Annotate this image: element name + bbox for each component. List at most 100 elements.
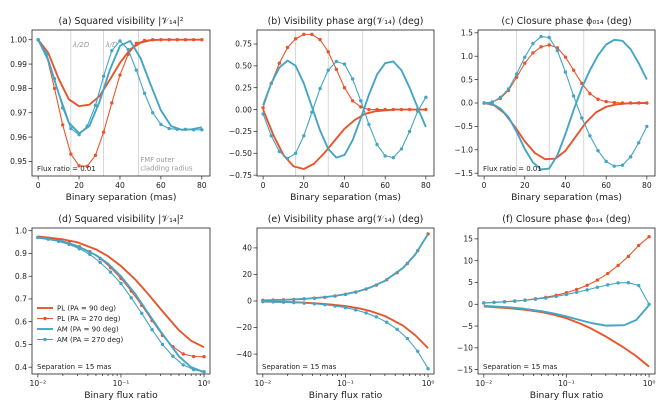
data-point xyxy=(160,342,165,347)
y-tick-label: 0 xyxy=(468,300,473,309)
data-point xyxy=(126,52,130,57)
y-tick-label: 0.98 xyxy=(10,84,27,93)
y-tick-label: 1.0 xyxy=(15,226,27,235)
data-point xyxy=(596,149,600,153)
panel-e: 10⁻² 10⁻¹ 10⁰ −40 −20 0 20 40 (e) Visibility pha… xyxy=(236,214,434,401)
x-tick-label: 10⁰ xyxy=(643,379,656,388)
series-line-am-pa-90-deg- xyxy=(37,236,205,374)
data-point xyxy=(350,77,355,81)
data-point xyxy=(200,128,204,132)
data-point xyxy=(200,38,204,42)
series-group xyxy=(482,34,649,171)
y-tick-label: 1.0 xyxy=(461,52,473,61)
y-tick-label: 5 xyxy=(468,278,473,287)
data-point xyxy=(585,283,589,288)
data-point xyxy=(191,367,196,372)
y-tick-label: 0 xyxy=(247,297,252,306)
data-point xyxy=(159,38,163,42)
data-point xyxy=(645,101,649,105)
data-point xyxy=(563,70,568,74)
data-point xyxy=(175,38,179,42)
y-tick-label: −0.50 xyxy=(229,149,252,158)
data-point xyxy=(88,252,92,257)
data-point xyxy=(374,315,379,319)
y-tick-label: 0.95 xyxy=(10,157,27,166)
data-point xyxy=(539,34,543,39)
series-line-pl-pa-270-deg- xyxy=(484,44,647,104)
data-point xyxy=(134,41,139,46)
x-tick-label: 60 xyxy=(156,181,166,190)
x-tick-label: 40 xyxy=(340,181,350,190)
data-point xyxy=(333,304,337,308)
data-point xyxy=(367,107,371,112)
series-line-am-pa-90-deg- xyxy=(262,233,429,302)
x-tick-label: 80 xyxy=(642,181,652,190)
panel-title: (b) Visibility phase arg(𝒱₁₄) (deg) xyxy=(268,16,424,27)
y-tick-label: 0.0 xyxy=(461,99,473,108)
data-point xyxy=(424,95,428,100)
data-point xyxy=(531,51,535,55)
y-tick-label: 0.5 xyxy=(15,340,27,349)
y-tick-label: −1.0 xyxy=(455,145,474,154)
data-point xyxy=(523,298,527,303)
data-point xyxy=(129,296,133,300)
data-point xyxy=(571,94,576,98)
data-point xyxy=(426,366,430,371)
data-point xyxy=(167,38,171,42)
series-group xyxy=(36,38,204,168)
y-tick-label: 1.5 xyxy=(461,29,473,38)
data-point xyxy=(482,101,486,105)
x-tick-label: 10⁻¹ xyxy=(558,379,575,388)
data-point xyxy=(383,107,387,112)
data-point xyxy=(416,349,420,354)
x-tick-label: 0 xyxy=(482,181,487,190)
data-point xyxy=(383,154,387,158)
data-point xyxy=(350,99,355,103)
data-point xyxy=(405,336,410,341)
data-point xyxy=(407,107,412,112)
y-tick-label: 0.96 xyxy=(10,133,27,142)
data-point xyxy=(498,95,503,100)
guide-label: λ/2D xyxy=(72,41,90,49)
data-point xyxy=(616,281,620,285)
data-point xyxy=(60,106,65,110)
data-point xyxy=(318,86,322,91)
data-point xyxy=(637,243,641,248)
data-point xyxy=(606,271,610,276)
y-tick-label: 0.97 xyxy=(10,108,27,117)
y-tick-label: 40 xyxy=(242,244,252,253)
data-point xyxy=(626,254,631,259)
data-point xyxy=(281,300,286,304)
data-point xyxy=(490,100,494,104)
data-point xyxy=(606,283,610,287)
data-point xyxy=(140,311,144,315)
data-point xyxy=(531,41,535,46)
x-tick-label: 10⁻¹ xyxy=(337,379,354,388)
data-point xyxy=(318,37,322,42)
data-point xyxy=(93,103,98,108)
x-axis-label: Binary flux ratio xyxy=(309,390,383,401)
data-point xyxy=(506,87,511,91)
y-tick-label: 0.7 xyxy=(15,295,27,304)
panel-title: (a) Squared visibility |𝒱₁₄|² xyxy=(59,16,184,27)
data-point xyxy=(416,109,420,114)
panel-note: Separation = 15 mas xyxy=(483,363,558,371)
y-tick-label: 1.00 xyxy=(10,35,27,44)
data-point xyxy=(293,37,298,41)
y-tick-label: −40 xyxy=(236,350,252,359)
data-point xyxy=(391,107,396,112)
data-point xyxy=(391,155,396,160)
data-point xyxy=(637,283,641,288)
data-point xyxy=(367,122,371,127)
data-point xyxy=(647,302,651,306)
data-point xyxy=(326,68,330,72)
data-point xyxy=(588,134,592,138)
data-point xyxy=(588,91,592,96)
data-point xyxy=(523,55,527,59)
data-point xyxy=(514,72,519,76)
data-point xyxy=(554,294,558,299)
series-line-am-pa-270-deg- xyxy=(262,301,429,369)
x-tick-label: 20 xyxy=(74,181,84,190)
data-point xyxy=(523,61,527,65)
guide-label: λ/D xyxy=(105,41,119,49)
